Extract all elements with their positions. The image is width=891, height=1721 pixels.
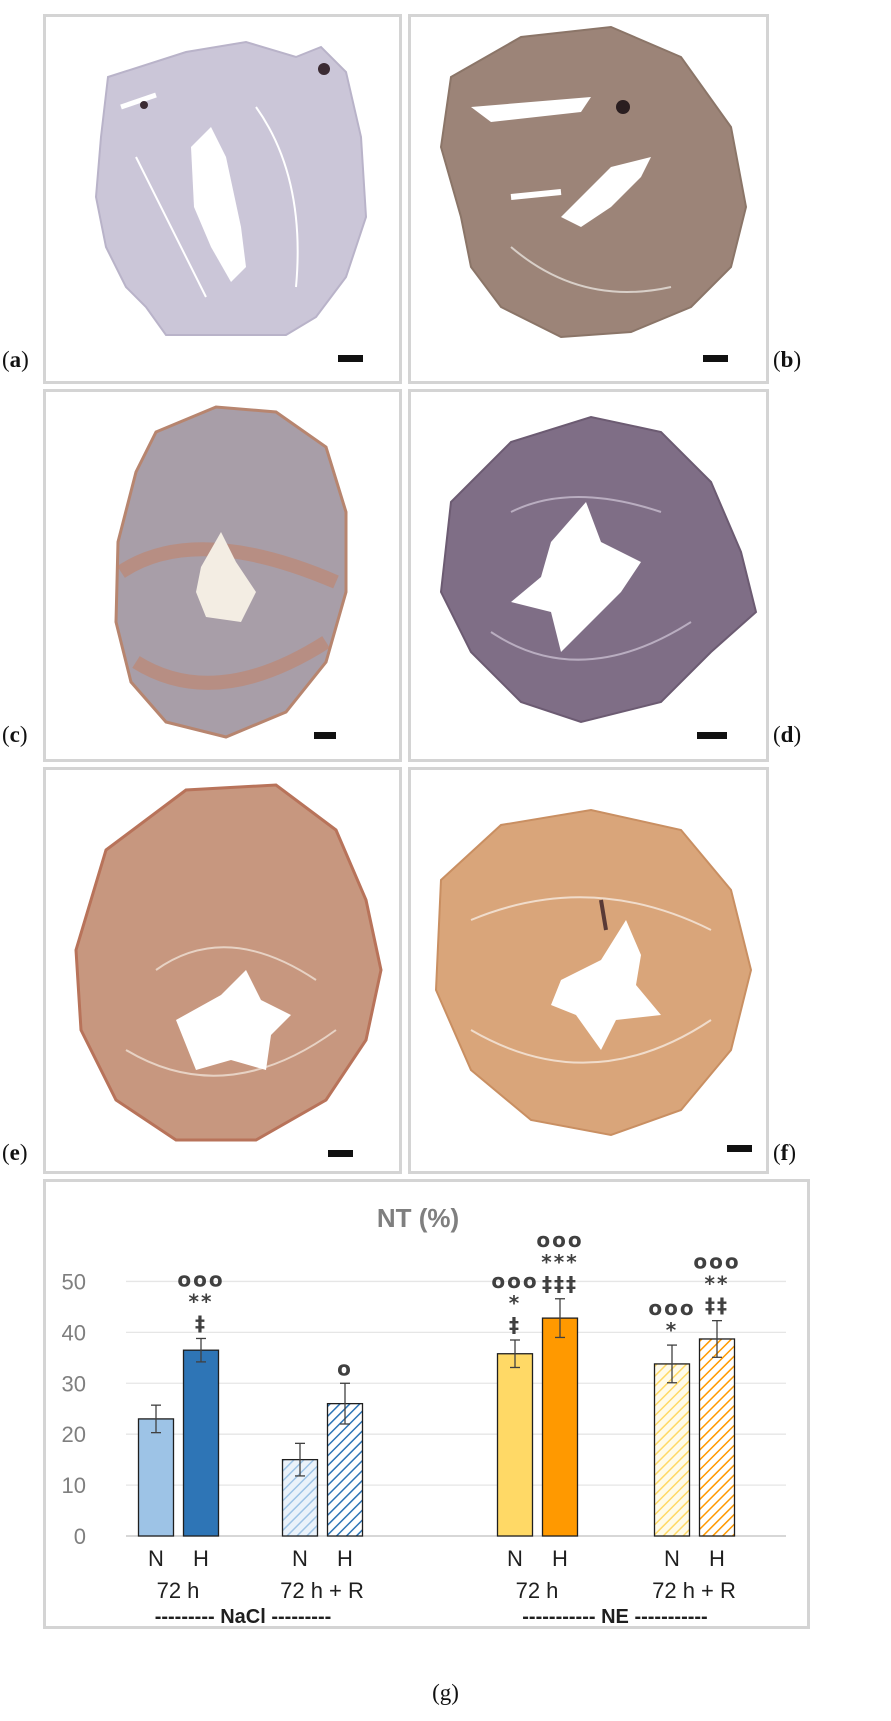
scale-bar bbox=[703, 355, 728, 362]
bar-ne-h bbox=[698, 1338, 736, 1537]
micrograph-panel-b bbox=[408, 14, 769, 384]
heart-section-image-d bbox=[439, 415, 758, 724]
condition-label: H bbox=[193, 1546, 209, 1571]
condition-label: H bbox=[709, 1546, 725, 1571]
time-label: 72 h bbox=[157, 1578, 200, 1603]
time-label: 72 h + R bbox=[280, 1578, 364, 1603]
heart-section-image-c bbox=[114, 405, 348, 739]
micrograph-panel-e bbox=[43, 767, 402, 1174]
panel-label-c: (c) bbox=[2, 722, 28, 747]
x-axis-labels: N H N H N H N H 72 h 72 h + R 72 h 72 h + R --------… bbox=[148, 1546, 736, 1626]
chart-title: NT (%) bbox=[377, 1203, 459, 1233]
panel-label-b: (b) bbox=[773, 347, 802, 372]
y-tick-label: 40 bbox=[62, 1320, 86, 1345]
condition-label: N bbox=[664, 1546, 680, 1571]
time-label: 72 h + R bbox=[652, 1578, 736, 1603]
micrograph-panel-f bbox=[408, 767, 769, 1174]
significance-marker: ** bbox=[189, 1289, 214, 1313]
y-tick-label: 0 bbox=[74, 1524, 86, 1549]
panel-label-a: (a) bbox=[2, 347, 29, 372]
scale-bar bbox=[697, 732, 727, 739]
significance-marker: ooo bbox=[177, 1267, 224, 1291]
scale-bar bbox=[338, 355, 363, 362]
panel-label-d: (d) bbox=[773, 722, 802, 747]
condition-label: H bbox=[552, 1546, 568, 1571]
significance-marker: ooo bbox=[491, 1269, 538, 1293]
significance-marker: o bbox=[337, 1356, 353, 1380]
heart-section-image-f bbox=[434, 808, 753, 1137]
y-tick-label: 20 bbox=[62, 1422, 86, 1447]
bar-ne-n bbox=[496, 1353, 534, 1537]
condition-label: N bbox=[292, 1546, 308, 1571]
significance-marker: ** bbox=[705, 1272, 730, 1296]
scale-bar bbox=[314, 732, 336, 739]
bar-ne-n bbox=[653, 1363, 691, 1537]
condition-label: N bbox=[148, 1546, 164, 1571]
significance-marker: ‡‡ bbox=[705, 1294, 729, 1318]
heart-section-image-a bbox=[94, 40, 368, 336]
significance-marker: ‡ bbox=[509, 1313, 521, 1337]
time-label: 72 h bbox=[516, 1578, 559, 1603]
heart-section-image-e bbox=[74, 783, 383, 1142]
significance-marker: ooo bbox=[648, 1296, 695, 1320]
significance-marker: ooo bbox=[693, 1250, 740, 1274]
scale-bar bbox=[328, 1150, 353, 1157]
bar-nacl-h bbox=[326, 1402, 364, 1537]
bar-ne-h bbox=[541, 1317, 579, 1537]
panel-label-e: (e) bbox=[2, 1140, 28, 1165]
micrograph-panel-a bbox=[43, 14, 402, 384]
significance-marker: * bbox=[509, 1291, 521, 1315]
condition-label: N bbox=[507, 1546, 523, 1571]
micrograph-panel-d bbox=[408, 389, 769, 762]
significance-marker: * bbox=[666, 1318, 678, 1342]
y-tick-label: 50 bbox=[62, 1269, 86, 1294]
group-label: ----------- NE ----------- bbox=[522, 1606, 707, 1626]
y-tick-label: 10 bbox=[62, 1473, 86, 1498]
scale-bar bbox=[727, 1145, 752, 1152]
heart-section-image-b bbox=[439, 25, 748, 339]
y-tick-label: 30 bbox=[62, 1371, 86, 1396]
condition-label: H bbox=[337, 1546, 353, 1571]
significance-marker: *** bbox=[541, 1250, 578, 1274]
micrograph-panel-c bbox=[43, 389, 402, 762]
significance-marker: ‡ bbox=[195, 1311, 207, 1335]
chart-panel: 0 10 20 30 40 50 NT (%) ooo ** ‡ o ooo * ‡ ooo *** ‡‡‡… bbox=[43, 1179, 810, 1629]
y-axis-ticks: 0 10 20 30 40 50 bbox=[62, 1269, 86, 1549]
panel-label-g: (g) bbox=[432, 1680, 459, 1705]
panel-label-f: (f) bbox=[773, 1140, 797, 1165]
significance-marker: ‡‡‡ bbox=[542, 1272, 578, 1296]
significance-marker: ooo bbox=[536, 1228, 583, 1252]
group-label: --------- NaCl --------- bbox=[155, 1606, 332, 1626]
bar-nacl-n bbox=[137, 1418, 175, 1537]
bar-nacl-h bbox=[182, 1349, 220, 1537]
